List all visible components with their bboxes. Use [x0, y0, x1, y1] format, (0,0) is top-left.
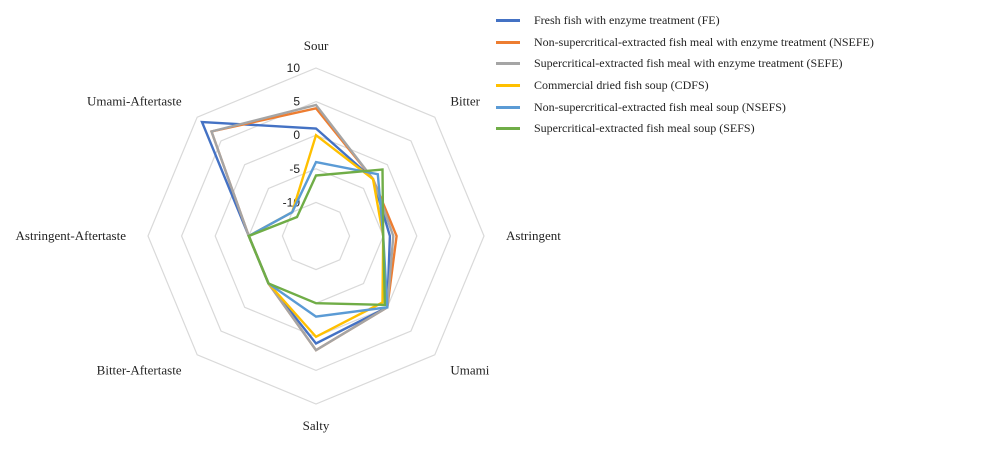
legend-swatch [496, 84, 520, 88]
axis-label: Bitter-Aftertaste [97, 362, 182, 377]
axis-label: Umami-Aftertaste [87, 94, 182, 109]
legend-item: Supercritical-extracted fish meal soup (… [496, 118, 874, 140]
chart-legend: Fresh fish with enzyme treatment (FE) Non… [496, 10, 874, 140]
tick-label: 5 [293, 95, 300, 109]
legend-item: Non-supercritical-extracted fish meal so… [496, 96, 874, 118]
tick-label: 10 [287, 61, 301, 75]
legend-label: Non-supercritical-extracted fish meal so… [534, 99, 786, 114]
legend-item: Commercial dried fish soup (CDFS) [496, 75, 874, 97]
legend-label: Supercritical-extracted fish meal with e… [534, 56, 843, 71]
axis-label: Salty [303, 418, 330, 433]
legend-label: Non-supercritical-extracted fish meal wi… [534, 34, 874, 49]
grid-ring [147, 67, 485, 405]
axis-label: Astringent [506, 228, 561, 243]
legend-swatch [496, 40, 520, 44]
radar-series [200, 103, 398, 352]
series-line [209, 103, 395, 352]
tick-label: -5 [289, 162, 300, 176]
axis-label: Sour [304, 38, 329, 53]
axis-label: Umami [450, 362, 489, 377]
legend-item: Fresh fish with enzyme treatment (FE) [496, 10, 874, 32]
legend-swatch [496, 105, 520, 109]
legend-swatch [496, 19, 520, 23]
series-line [247, 168, 387, 307]
legend-swatch [496, 127, 520, 131]
radar-axis-labels: Sour Bitter Astringent Umami Salty Bitter-Aft… [16, 38, 562, 433]
legend-label: Fresh fish with enzyme treatment (FE) [534, 13, 720, 28]
grid-ring [180, 100, 452, 372]
series-line [209, 106, 398, 352]
legend-item: Non-supercritical-extracted fish meal wi… [496, 32, 874, 54]
axis-label: Bitter [450, 94, 480, 109]
legend-label: Commercial dried fish soup (CDFS) [534, 78, 709, 93]
axis-label: Astringent-Aftertaste [16, 228, 127, 243]
legend-label: Supercritical-extracted fish meal soup (… [534, 121, 755, 136]
legend-swatch [496, 62, 520, 66]
radar-grid [147, 67, 485, 405]
series-line [247, 160, 389, 318]
legend-item: Supercritical-extracted fish meal with e… [496, 53, 874, 75]
tick-label: 0 [293, 128, 300, 142]
